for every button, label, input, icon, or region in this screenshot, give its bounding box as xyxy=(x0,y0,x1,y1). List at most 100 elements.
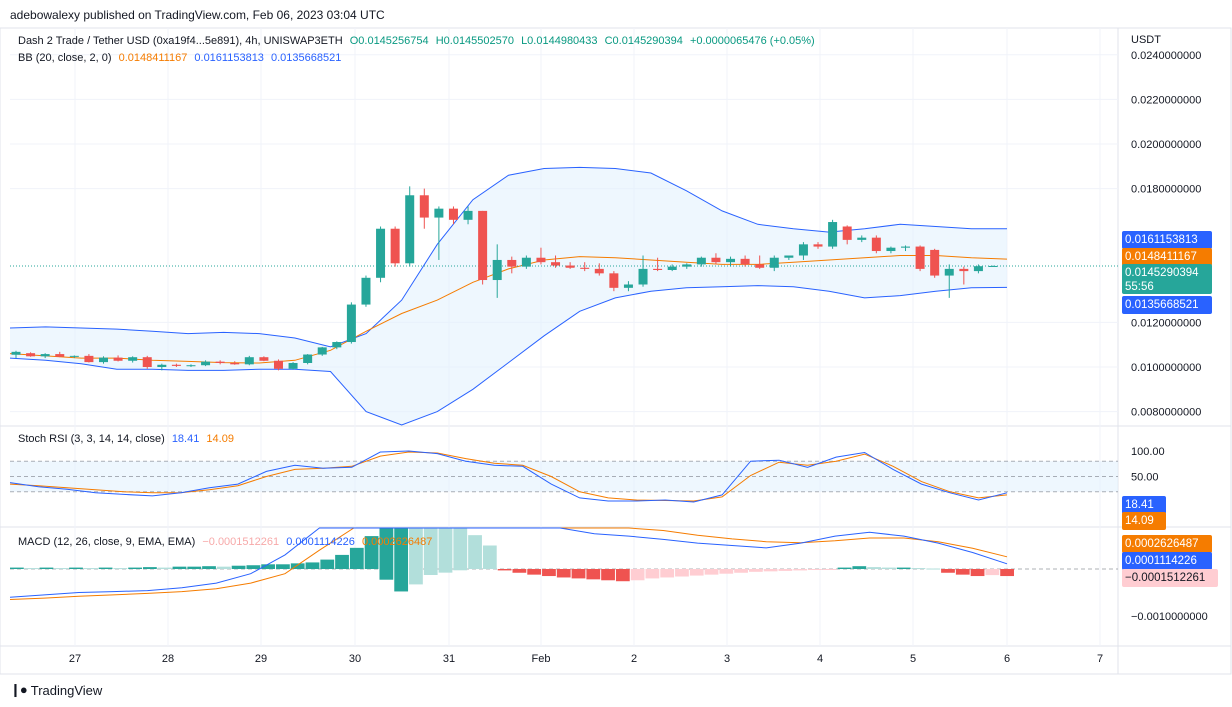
price-tick-label: 0.0200000000 xyxy=(1131,139,1201,151)
macd-hist-bar xyxy=(335,554,349,569)
bb-lower-value: 0.0135668521 xyxy=(271,52,342,64)
ohlc-change: +0.0000065476 (+0.05%) xyxy=(689,35,815,47)
candle-body xyxy=(857,237,867,240)
x-tick-label: 30 xyxy=(349,653,361,665)
macd-hist-bar xyxy=(512,569,527,573)
macd-hist-bar xyxy=(586,569,601,580)
macd-hist-bar xyxy=(364,536,379,569)
macd-hist-bar xyxy=(675,569,689,577)
stoch-tick-label: 100.00 xyxy=(1131,446,1165,458)
candle-body xyxy=(40,354,50,357)
macd-signal-tag: 0.0002626487 xyxy=(1122,535,1212,553)
candle-body xyxy=(813,244,823,247)
candle-body xyxy=(273,360,283,369)
candle-body xyxy=(623,284,633,288)
macd-label: MACD (12, 26, close, 9, EMA, EMA) xyxy=(18,536,196,548)
macd-hist-bar xyxy=(187,566,202,569)
price-tick-label: 0.0180000000 xyxy=(1131,184,1201,196)
candle-body xyxy=(959,268,969,272)
candle-body xyxy=(463,210,473,220)
macd-hist-bar xyxy=(349,547,364,569)
stoch-d-tag: 14.09 xyxy=(1122,512,1166,530)
candle-body xyxy=(157,364,167,368)
macd-hist-bar xyxy=(39,567,54,569)
macd-hist-bar xyxy=(246,565,261,569)
macd-hist-bar xyxy=(734,569,748,573)
candle-body xyxy=(128,357,138,361)
macd-hist-bar xyxy=(231,565,246,569)
x-tick-label: 6 xyxy=(1004,653,1010,665)
close-price-value: 0.0145290394 xyxy=(1125,267,1199,279)
macd-hist-bar xyxy=(83,568,98,570)
candle-body xyxy=(288,362,298,369)
candle-body xyxy=(332,342,342,348)
macd-line-value: 0.0001114226 xyxy=(286,536,355,548)
macd-hist-bar xyxy=(911,568,926,570)
bb-upper-value: 0.0161153813 xyxy=(194,52,264,64)
tradingview-logo[interactable]: ❙● TradingView xyxy=(10,682,102,698)
macd-hist-bar xyxy=(290,563,305,569)
x-tick-label: 27 xyxy=(69,653,81,665)
macd-hist-bar xyxy=(98,567,113,569)
candle-body xyxy=(740,258,750,265)
macd-histogram xyxy=(10,528,1014,592)
x-tick-label: 5 xyxy=(910,653,916,665)
candle-body xyxy=(842,226,852,240)
macd-hist-bar xyxy=(1000,569,1014,577)
candle-body xyxy=(798,244,808,256)
candle-body xyxy=(901,246,911,248)
stoch-d-line xyxy=(9,451,1008,502)
x-tick-label: 2 xyxy=(631,653,637,665)
macd-hist-bar xyxy=(69,567,83,569)
macd-hist-bar xyxy=(128,567,143,569)
macd-hist-bar xyxy=(822,569,837,570)
price-tick-label: 0.0240000000 xyxy=(1131,50,1201,62)
candle-body xyxy=(930,249,940,276)
candle-body xyxy=(507,259,517,267)
tradingview-logo-text: TradingView xyxy=(30,682,103,698)
bb-basis-tag: 0.0148411167 xyxy=(1122,248,1212,266)
chart-frame xyxy=(0,27,1232,675)
x-tick-label: 7 xyxy=(1097,653,1103,665)
tradingview-logo-icon: ❙● xyxy=(10,682,28,697)
x-tick-label: 3 xyxy=(724,653,730,665)
macd-hist-bar xyxy=(276,564,290,569)
macd-hist-bar xyxy=(630,569,645,581)
candle-body xyxy=(215,361,225,363)
macd-hist-bar xyxy=(896,567,911,569)
macd-hist-bar xyxy=(453,528,468,571)
stoch-label: Stoch RSI (3, 3, 14, 14, close) xyxy=(18,433,165,445)
stoch-k-tag: 18.41 xyxy=(1122,496,1166,514)
candle-body xyxy=(551,262,561,266)
macd-hist-bar xyxy=(571,569,586,579)
x-tick-label: Feb xyxy=(532,653,551,665)
macd-hist-bar xyxy=(778,569,793,571)
candle-body xyxy=(69,355,79,357)
macd-hist-bar xyxy=(556,569,571,578)
macd-hist-bar xyxy=(941,569,955,573)
candle-body xyxy=(434,208,444,218)
x-tick-label: 31 xyxy=(443,653,455,665)
candle-body xyxy=(696,257,706,265)
macd-hist-bar xyxy=(320,559,335,569)
macd-hist-bar xyxy=(542,569,556,577)
macd-hist-bar xyxy=(645,569,660,579)
macd-hist-bar xyxy=(808,569,822,570)
macd-hist-bar xyxy=(689,569,704,576)
candle-body xyxy=(84,355,94,363)
bb-lower-tag: 0.0135668521 xyxy=(1122,296,1212,314)
candle-body xyxy=(667,266,677,270)
close-price-tag: 0.0145290394 55:56 xyxy=(1122,264,1212,294)
macd-hist-bar xyxy=(527,569,542,575)
stoch-legend: Stoch RSI (3, 3, 14, 14, close) 18.41 14… xyxy=(18,433,238,445)
candles xyxy=(11,186,998,371)
macd-line xyxy=(9,527,1008,598)
bb-basis-value: 0.0148411167 xyxy=(118,52,188,64)
symbol-legend: Dash 2 Trade / Tether USD (0xa19f4...5e8… xyxy=(18,35,819,47)
candle-body xyxy=(244,357,254,365)
macd-hist-bar xyxy=(704,569,719,575)
candle-body xyxy=(492,259,502,281)
macd-hist-bar xyxy=(305,562,320,569)
symbol-name: Dash 2 Trade / Tether USD (0xa19f4...5e8… xyxy=(18,35,343,47)
